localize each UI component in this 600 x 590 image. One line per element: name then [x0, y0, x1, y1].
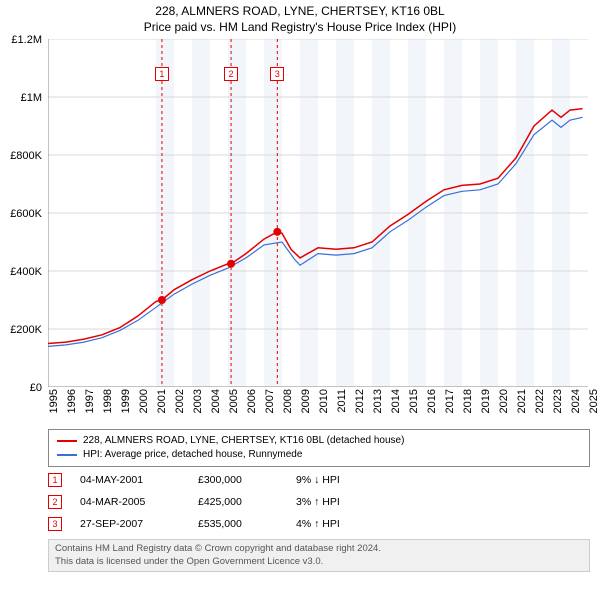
x-tick-label: 2008 [282, 389, 294, 413]
chart-subtitle: Price paid vs. HM Land Registry's House … [0, 20, 600, 36]
y-axis-labels: £0£200K£400K£600K£800K£1M£1.2M [0, 40, 46, 388]
y-tick-label: £200K [10, 324, 42, 336]
y-tick-label: £600K [10, 208, 42, 220]
y-tick-label: £400K [10, 266, 42, 278]
x-tick-label: 2023 [552, 389, 564, 413]
event-row: 2 04-MAR-2005 £425,000 3% ↑ HPI [48, 495, 590, 509]
legend-item: 228, ALMNERS ROAD, LYNE, CHERTSEY, KT16 … [57, 434, 581, 448]
event-row: 1 04-MAY-2001 £300,000 9% ↓ HPI [48, 473, 590, 487]
x-tick-label: 1995 [48, 389, 60, 413]
x-tick-label: 2011 [336, 389, 348, 413]
chart-title: 228, ALMNERS ROAD, LYNE, CHERTSEY, KT16 … [0, 4, 600, 20]
event-marker-label: 3 [270, 67, 284, 81]
x-tick-label: 2014 [390, 389, 402, 413]
event-marker-label: 1 [155, 67, 169, 81]
event-marker-label: 2 [224, 67, 238, 81]
x-tick-label: 2013 [372, 389, 384, 413]
legend-label: 228, ALMNERS ROAD, LYNE, CHERTSEY, KT16 … [83, 434, 404, 448]
y-tick-label: £1M [21, 92, 42, 104]
event-price: £425,000 [198, 496, 278, 508]
y-tick-label: £0 [30, 382, 42, 394]
event-price: £535,000 [198, 518, 278, 530]
footer-line-2: This data is licensed under the Open Gov… [55, 556, 583, 568]
event-badge: 2 [48, 495, 62, 509]
event-badge: 3 [48, 517, 62, 531]
event-date: 04-MAY-2001 [80, 474, 180, 486]
chart-plot-area: 1 2 3 [48, 39, 590, 387]
x-tick-label: 1997 [84, 389, 96, 413]
x-tick-label: 2012 [354, 389, 366, 413]
x-tick-label: 2004 [210, 389, 222, 413]
x-tick-label: 2005 [228, 389, 240, 413]
data-attribution: Contains HM Land Registry data © Crown c… [48, 539, 590, 572]
x-tick-label: 2016 [426, 389, 438, 413]
legend-swatch [57, 454, 77, 456]
x-tick-label: 2001 [156, 389, 168, 413]
x-tick-label: 2002 [174, 389, 186, 413]
events-table: 1 04-MAY-2001 £300,000 9% ↓ HPI 2 04-MAR-2005… [48, 473, 590, 531]
x-axis-labels: 1995 1996 1997 1998 1999 2000 2001 2002 2003 2004… [48, 387, 590, 425]
legend: 228, ALMNERS ROAD, LYNE, CHERTSEY, KT16 … [48, 429, 590, 467]
event-badge: 1 [48, 473, 62, 487]
x-tick-label: 2021 [516, 389, 528, 413]
chart-svg [48, 39, 588, 387]
event-diff: 3% ↑ HPI [296, 496, 386, 508]
event-diff: 4% ↑ HPI [296, 518, 386, 530]
x-tick-label: 2022 [534, 389, 546, 413]
legend-item: HPI: Average price, detached house, Runn… [57, 448, 581, 462]
x-tick-label: 2025 [588, 389, 600, 413]
x-tick-label: 2017 [444, 389, 456, 413]
legend-label: HPI: Average price, detached house, Runn… [83, 448, 302, 462]
event-date: 04-MAR-2005 [80, 496, 180, 508]
x-tick-label: 2006 [246, 389, 258, 413]
x-tick-label: 2009 [300, 389, 312, 413]
x-tick-label: 2000 [138, 389, 150, 413]
x-tick-label: 2010 [318, 389, 330, 413]
x-tick-label: 1998 [102, 389, 114, 413]
x-tick-label: 2024 [570, 389, 582, 413]
x-tick-label: 2020 [498, 389, 510, 413]
event-diff: 9% ↓ HPI [296, 474, 386, 486]
event-row: 3 27-SEP-2007 £535,000 4% ↑ HPI [48, 517, 590, 531]
event-date: 27-SEP-2007 [80, 518, 180, 530]
x-tick-label: 2019 [480, 389, 492, 413]
x-tick-label: 2007 [264, 389, 276, 413]
legend-swatch [57, 440, 77, 442]
x-tick-label: 2018 [462, 389, 474, 413]
y-tick-label: £800K [10, 150, 42, 162]
event-price: £300,000 [198, 474, 278, 486]
footer-line-1: Contains HM Land Registry data © Crown c… [55, 543, 583, 555]
x-tick-label: 2015 [408, 389, 420, 413]
x-tick-label: 1999 [120, 389, 132, 413]
y-tick-label: £1.2M [11, 34, 42, 46]
x-tick-label: 2003 [192, 389, 204, 413]
x-tick-label: 1996 [66, 389, 78, 413]
